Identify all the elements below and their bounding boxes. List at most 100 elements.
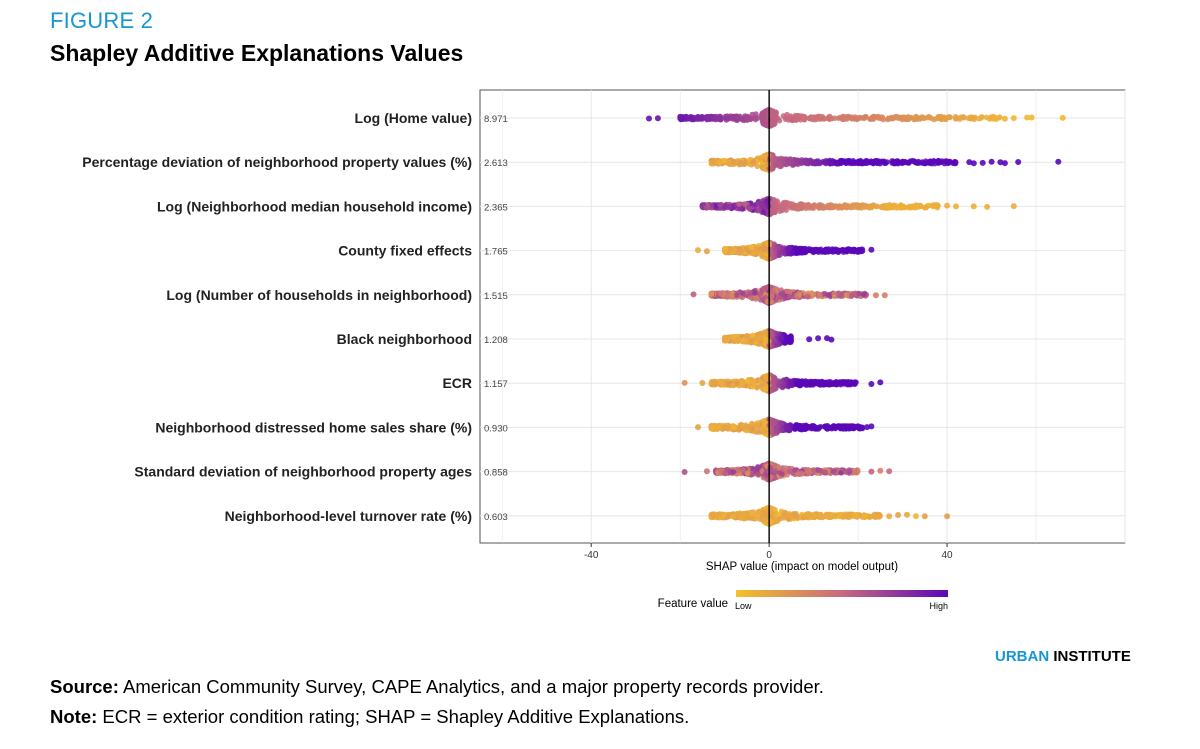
outlier-point bbox=[868, 381, 875, 387]
data-point bbox=[713, 115, 720, 121]
data-point bbox=[784, 111, 790, 118]
data-point bbox=[817, 292, 823, 299]
data-point bbox=[914, 115, 921, 122]
data-point bbox=[935, 160, 942, 166]
outlier-point bbox=[966, 159, 973, 166]
data-point bbox=[992, 114, 999, 121]
data-point bbox=[837, 114, 844, 121]
data-point bbox=[750, 159, 757, 165]
data-point bbox=[899, 158, 906, 165]
outlier-point bbox=[1001, 160, 1008, 167]
data-point bbox=[861, 115, 867, 122]
outlier-point bbox=[984, 203, 991, 210]
data-point bbox=[770, 385, 777, 391]
outlier-point bbox=[699, 380, 706, 386]
data-point bbox=[730, 382, 736, 389]
data-point bbox=[914, 160, 921, 166]
data-point bbox=[906, 115, 912, 121]
data-point bbox=[979, 114, 985, 120]
outlier-point bbox=[881, 292, 888, 299]
data-point bbox=[743, 339, 749, 345]
data-point bbox=[848, 293, 855, 299]
outlier-point bbox=[997, 159, 1004, 166]
data-point bbox=[774, 161, 781, 168]
outlier-point bbox=[681, 379, 688, 386]
outlier-point bbox=[646, 115, 652, 122]
data-point bbox=[788, 157, 794, 164]
data-point bbox=[930, 202, 937, 209]
data-point bbox=[736, 201, 742, 207]
data-point bbox=[811, 114, 818, 120]
data-point bbox=[772, 245, 778, 251]
data-point bbox=[781, 201, 787, 208]
data-point bbox=[708, 116, 714, 122]
data-point bbox=[770, 206, 776, 212]
data-point bbox=[799, 202, 806, 209]
outlier-point bbox=[1001, 115, 1008, 122]
outlier-point bbox=[1010, 115, 1017, 122]
x-tick-label: 0 bbox=[766, 550, 772, 561]
data-point bbox=[752, 289, 758, 296]
data-point bbox=[761, 154, 768, 160]
data-point bbox=[810, 291, 816, 298]
outlier-point bbox=[815, 335, 822, 342]
data-point bbox=[851, 160, 857, 167]
data-point bbox=[780, 383, 786, 389]
outlier-point bbox=[695, 247, 701, 254]
data-point bbox=[832, 248, 839, 255]
data-point bbox=[826, 115, 832, 122]
data-point bbox=[996, 114, 1003, 120]
data-point bbox=[906, 203, 913, 210]
data-point bbox=[823, 381, 830, 388]
data-point bbox=[807, 247, 813, 253]
data-point bbox=[730, 114, 736, 120]
data-point bbox=[776, 117, 783, 124]
data-point bbox=[832, 115, 838, 121]
data-point bbox=[755, 207, 761, 214]
outlier-point bbox=[1059, 114, 1066, 121]
data-point bbox=[846, 160, 853, 166]
data-point bbox=[884, 159, 890, 165]
data-point bbox=[726, 203, 733, 210]
data-point bbox=[872, 158, 878, 164]
data-point bbox=[749, 332, 756, 339]
outlier-point bbox=[872, 292, 879, 299]
data-point bbox=[779, 207, 785, 214]
data-point bbox=[825, 249, 832, 255]
data-point bbox=[812, 160, 818, 167]
data-point bbox=[738, 248, 744, 254]
data-point bbox=[757, 330, 764, 337]
data-point bbox=[921, 115, 927, 121]
data-point bbox=[786, 246, 792, 252]
data-point bbox=[710, 160, 716, 166]
data-point bbox=[765, 241, 771, 247]
data-point bbox=[702, 114, 708, 121]
data-point bbox=[892, 159, 899, 166]
data-point bbox=[960, 114, 967, 120]
data-point bbox=[721, 157, 727, 164]
data-point bbox=[687, 115, 694, 121]
outlier-point bbox=[1015, 159, 1022, 165]
data-point bbox=[778, 155, 784, 162]
outlier-point bbox=[1024, 114, 1031, 121]
data-point bbox=[737, 159, 744, 166]
outlier-point bbox=[1010, 203, 1017, 210]
data-point bbox=[844, 116, 850, 122]
data-point bbox=[856, 114, 863, 121]
data-point bbox=[986, 116, 993, 122]
data-point bbox=[746, 291, 753, 297]
outlier-point bbox=[1028, 114, 1035, 121]
data-point bbox=[797, 382, 803, 389]
data-point bbox=[703, 205, 710, 211]
data-point bbox=[718, 379, 725, 386]
data-point bbox=[739, 116, 746, 123]
data-point bbox=[833, 160, 839, 166]
data-point bbox=[926, 160, 933, 166]
outlier-point bbox=[877, 379, 884, 386]
data-point bbox=[839, 158, 845, 165]
x-tick-label: 40 bbox=[942, 550, 954, 561]
data-point bbox=[856, 246, 862, 253]
data-point bbox=[678, 116, 684, 123]
